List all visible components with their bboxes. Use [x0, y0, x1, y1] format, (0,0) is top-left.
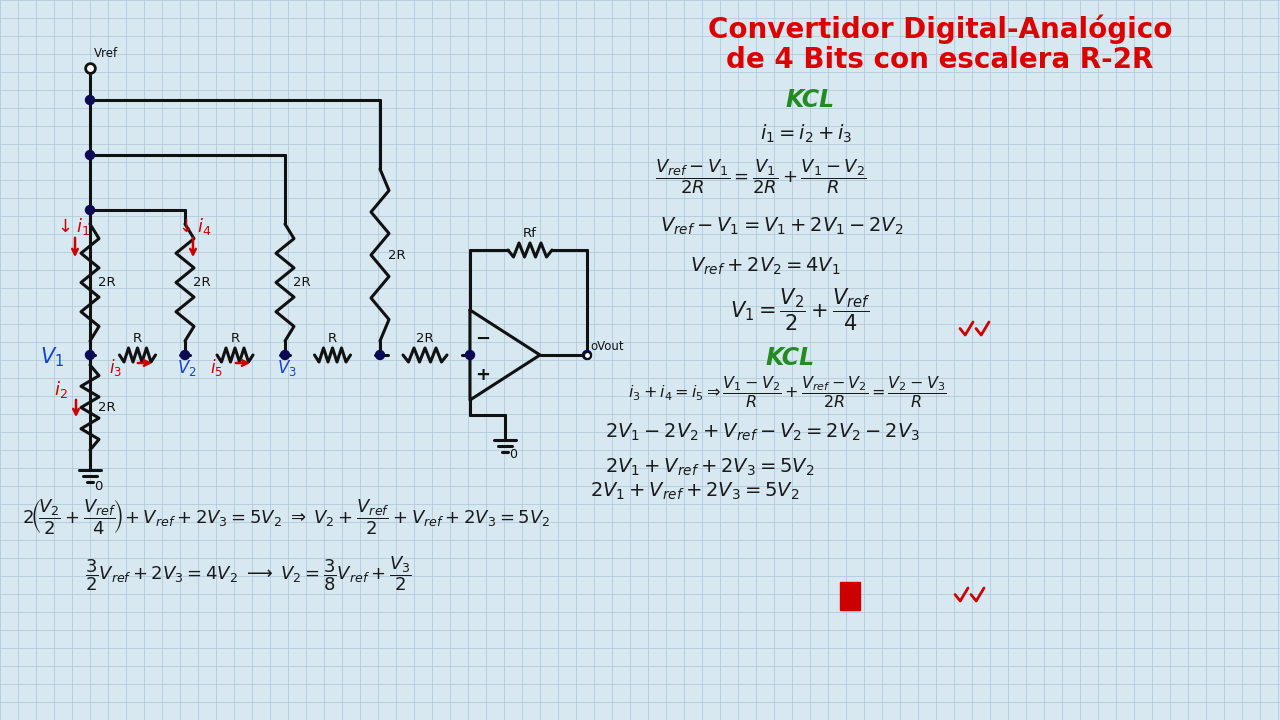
Circle shape — [466, 351, 475, 359]
Text: $2\!\left(\!\dfrac{V_2}{2}+\dfrac{V_{ref}}{4}\!\right)\!+V_{ref}+2V_3=5V_2$$\;\R: $2\!\left(\!\dfrac{V_2}{2}+\dfrac{V_{ref… — [22, 497, 550, 536]
Text: $\dfrac{3}{2}V_{ref}+2V_3=4V_2 \;\longrightarrow\; V_2=\dfrac{3}{8}V_{ref}+\dfra: $\dfrac{3}{2}V_{ref}+2V_3=4V_2 \;\longri… — [84, 554, 412, 593]
Text: R: R — [328, 332, 337, 345]
Circle shape — [86, 150, 95, 160]
Text: de 4 Bits con escalera R-2R: de 4 Bits con escalera R-2R — [726, 46, 1153, 74]
Text: KCL: KCL — [765, 346, 814, 370]
Text: R: R — [133, 332, 142, 345]
Text: $2V_1 - 2V_2 + V_{ref} - V_2 = 2V_2 - 2V_3$: $2V_1 - 2V_2 + V_{ref} - V_2 = 2V_2 - 2V… — [605, 422, 920, 444]
Text: $V_{ref} - V_1 = V_1 + 2V_1 - 2V_2$: $V_{ref} - V_1 = V_1 + 2V_1 - 2V_2$ — [660, 216, 904, 238]
Text: Convertidor Digital-Analógico: Convertidor Digital-Analógico — [708, 14, 1172, 44]
Text: $V_2$: $V_2$ — [177, 358, 197, 378]
Text: $i_2$: $i_2$ — [54, 379, 68, 400]
Text: oVout: oVout — [590, 340, 623, 353]
Text: $2V_1 + V_{ref} + 2V_3 = 5V_2$: $2V_1 + V_{ref} + 2V_3 = 5V_2$ — [605, 457, 814, 478]
Circle shape — [280, 351, 289, 359]
Text: $\dfrac{V_{ref}-V_1}{2R} = \dfrac{V_1}{2R} + \dfrac{V_1-V_2}{R}$: $\dfrac{V_{ref}-V_1}{2R} = \dfrac{V_1}{2… — [655, 158, 867, 196]
Text: $\downarrow i_4$: $\downarrow i_4$ — [175, 216, 211, 237]
Circle shape — [180, 351, 189, 359]
Text: 2R: 2R — [99, 401, 115, 414]
Bar — [840, 582, 860, 610]
Text: $i_1 = i_2 + i_3$: $i_1 = i_2 + i_3$ — [760, 123, 852, 145]
Text: Vref: Vref — [93, 47, 118, 60]
Text: +: + — [475, 366, 490, 384]
Text: KCL: KCL — [786, 88, 835, 112]
Text: $V_3$: $V_3$ — [276, 358, 297, 378]
Circle shape — [582, 351, 591, 359]
Text: $i_3$: $i_3$ — [109, 357, 122, 378]
Text: 0: 0 — [93, 480, 102, 493]
Text: 2R: 2R — [416, 332, 434, 345]
Text: $i_3+i_4=i_5 \Rightarrow \dfrac{V_1-V_2}{R}+\dfrac{V_{ref}-V_2}{2R}=\dfrac{V_2-V: $i_3+i_4=i_5 \Rightarrow \dfrac{V_1-V_2}… — [628, 374, 947, 410]
Text: $V_1 = \dfrac{V_2}{2} + \dfrac{V_{ref}}{4}$: $V_1 = \dfrac{V_2}{2} + \dfrac{V_{ref}}{… — [730, 287, 870, 333]
Circle shape — [86, 96, 95, 104]
Text: $2V_1 + V_{ref} + 2V_3 = 5V_2$: $2V_1 + V_{ref} + 2V_3 = 5V_2$ — [590, 481, 800, 503]
Text: $V_{ref} + 2V_2 = 4V_1$: $V_{ref} + 2V_2 = 4V_1$ — [690, 256, 841, 277]
Text: R: R — [230, 332, 239, 345]
Circle shape — [86, 205, 95, 215]
Text: $V_1$: $V_1$ — [40, 345, 64, 369]
Circle shape — [375, 351, 384, 359]
Text: 2R: 2R — [293, 276, 311, 289]
Text: 0: 0 — [509, 448, 517, 461]
Text: $i_5$: $i_5$ — [210, 357, 223, 378]
Text: 2R: 2R — [99, 276, 115, 289]
Text: 2R: 2R — [388, 248, 406, 261]
Circle shape — [86, 351, 95, 359]
Text: Rf: Rf — [524, 227, 536, 240]
Text: 2R: 2R — [193, 276, 211, 289]
Text: $\downarrow i_1$: $\downarrow i_1$ — [54, 216, 90, 237]
Text: −: − — [475, 330, 490, 348]
